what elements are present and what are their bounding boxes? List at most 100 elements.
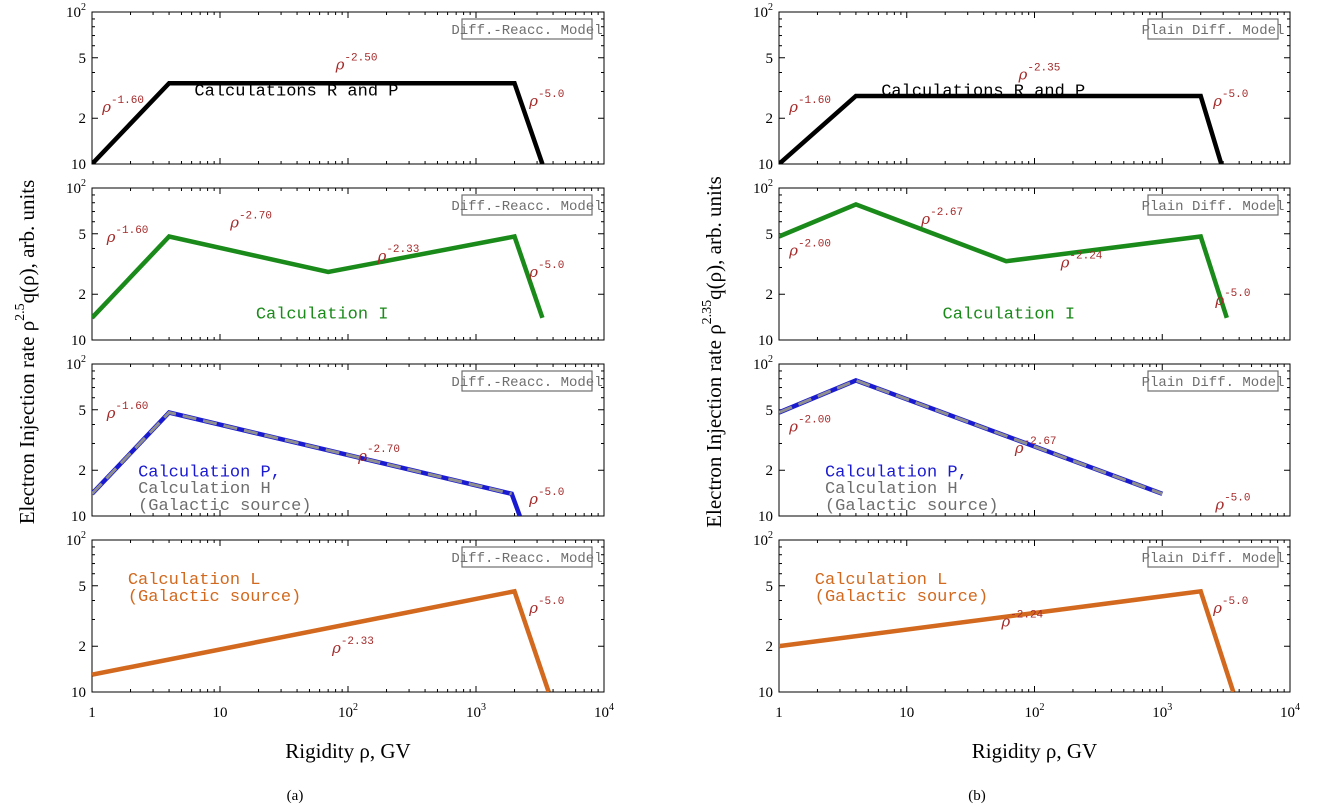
curve-label: Calculation P, (138, 463, 281, 482)
model-label-box (1147, 194, 1279, 216)
slope-annotation: ρ-2.50 (335, 52, 378, 73)
model-label-box (461, 18, 593, 40)
y-tick-label: 102 (753, 2, 773, 21)
series-line-2 (92, 410, 513, 496)
y-tick-label: 10 (71, 509, 86, 525)
x-tick-label: 10 (899, 705, 914, 721)
y-tick-label: 2 (79, 463, 87, 479)
series-line-1 (779, 588, 1236, 692)
y-tick-label: 102 (753, 178, 773, 197)
series-line-1 (779, 93, 1224, 164)
series-line-1 (92, 233, 545, 320)
slope-annotation: ρ-2.67 (1014, 436, 1057, 457)
curve-label: Calculation L (128, 571, 261, 590)
curve-label: Calculations R and P (194, 83, 398, 102)
y-tick-label: 5 (766, 579, 774, 595)
y-tick-label: 5 (766, 403, 774, 419)
curve-label: (Galactic source) (128, 588, 301, 607)
x-tick-label: 10 (213, 705, 228, 721)
x-tick-label: 104 (1280, 702, 1300, 721)
slope-annotation: ρ-1.60 (106, 225, 149, 246)
slope-annotation: ρ-5.0 (1212, 596, 1248, 617)
x-tick-label: 102 (338, 702, 358, 721)
model-label: Plain Diff. Model (1142, 199, 1285, 215)
y-tick-label: 5 (79, 579, 87, 595)
series-line-2 (779, 378, 1163, 496)
x-tick-label: 104 (594, 702, 614, 721)
y-tick-label: 2 (79, 111, 87, 127)
model-label: Diff.-Reacc. Model (451, 551, 602, 567)
y-tick-label: 10 (71, 333, 86, 349)
series-line-1 (92, 410, 522, 516)
y-tick-label: 5 (79, 51, 87, 67)
model-label-box (1147, 370, 1279, 392)
curve-label: Calculations R and P (881, 83, 1085, 102)
y-tick-label: 10 (71, 157, 86, 173)
model-label-box (461, 194, 593, 216)
y-axis-title: Electron Injection rate ρ2.5q(ρ), arb. u… (13, 180, 39, 525)
y-tick-label: 10 (758, 157, 773, 173)
y-tick-label: 2 (766, 111, 774, 127)
curve-label: Calculation H (825, 480, 958, 499)
y-tick-label: 2 (766, 287, 774, 303)
slope-annotation: ρ-1.60 (788, 95, 831, 116)
y-tick-label: 2 (79, 639, 87, 655)
slope-annotation: ρ-2.67 (920, 207, 963, 228)
slope-annotation: ρ-1.60 (106, 401, 149, 422)
y-tick-label: 5 (766, 227, 774, 243)
curve-label: Calculation L (815, 571, 948, 590)
x-tick-label: 1 (88, 705, 96, 721)
x-axis-title: Rigidity ρ, GV (972, 739, 1097, 763)
y-tick-label: 102 (753, 530, 773, 549)
model-label: Plain Diff. Model (1142, 551, 1285, 567)
x-tick-label: 1 (775, 705, 783, 721)
y-tick-label: 2 (766, 639, 774, 655)
model-label: Plain Diff. Model (1142, 375, 1285, 391)
slope-annotation: ρ-5.0 (528, 596, 564, 617)
x-tick-label: 103 (466, 702, 486, 721)
slope-annotation: ρ-1.60 (101, 95, 144, 116)
model-label-box (1147, 546, 1279, 568)
slope-annotation: ρ-2.00 (788, 414, 831, 435)
model-label: Plain Diff. Model (1142, 23, 1285, 39)
x-tick-label: 103 (1152, 702, 1172, 721)
series-line-1 (92, 588, 551, 692)
curve-label: Calculation P, (825, 463, 968, 482)
slope-annotation: ρ-2.24 (1000, 609, 1043, 630)
model-label-box (1147, 18, 1279, 40)
slope-annotation: ρ-2.35 (1018, 62, 1061, 83)
y-tick-label: 10 (758, 509, 773, 525)
slope-annotation: ρ-5.0 (1214, 288, 1250, 309)
slope-annotation: ρ-5.0 (528, 89, 564, 110)
series-line-1 (92, 80, 545, 164)
slope-annotation: ρ-2.24 (1060, 250, 1103, 271)
slope-annotation: ρ-5.0 (528, 487, 564, 508)
figure-caption: (a) (287, 788, 304, 804)
y-tick-label: 5 (79, 227, 87, 243)
y-tick-label: 102 (66, 178, 86, 197)
curve-label: Calculation I (943, 306, 1076, 325)
model-label-box (461, 370, 593, 392)
slope-annotation: ρ-5.0 (1212, 89, 1248, 110)
y-tick-label: 102 (66, 530, 86, 549)
y-tick-label: 5 (79, 403, 87, 419)
slope-annotation: ρ-2.33 (331, 636, 374, 657)
curve-label: (Galactic source) (815, 588, 988, 607)
slope-annotation: ρ-2.33 (376, 244, 419, 265)
slope-annotation: ρ-2.70 (357, 444, 400, 465)
series-line-1 (779, 201, 1229, 319)
y-tick-label: 102 (66, 2, 86, 21)
slope-annotation: ρ-2.00 (788, 238, 831, 259)
curve-label: Calculation I (256, 306, 389, 325)
curve-label: Calculation H (138, 480, 271, 499)
x-axis-title: Rigidity ρ, GV (285, 739, 410, 763)
